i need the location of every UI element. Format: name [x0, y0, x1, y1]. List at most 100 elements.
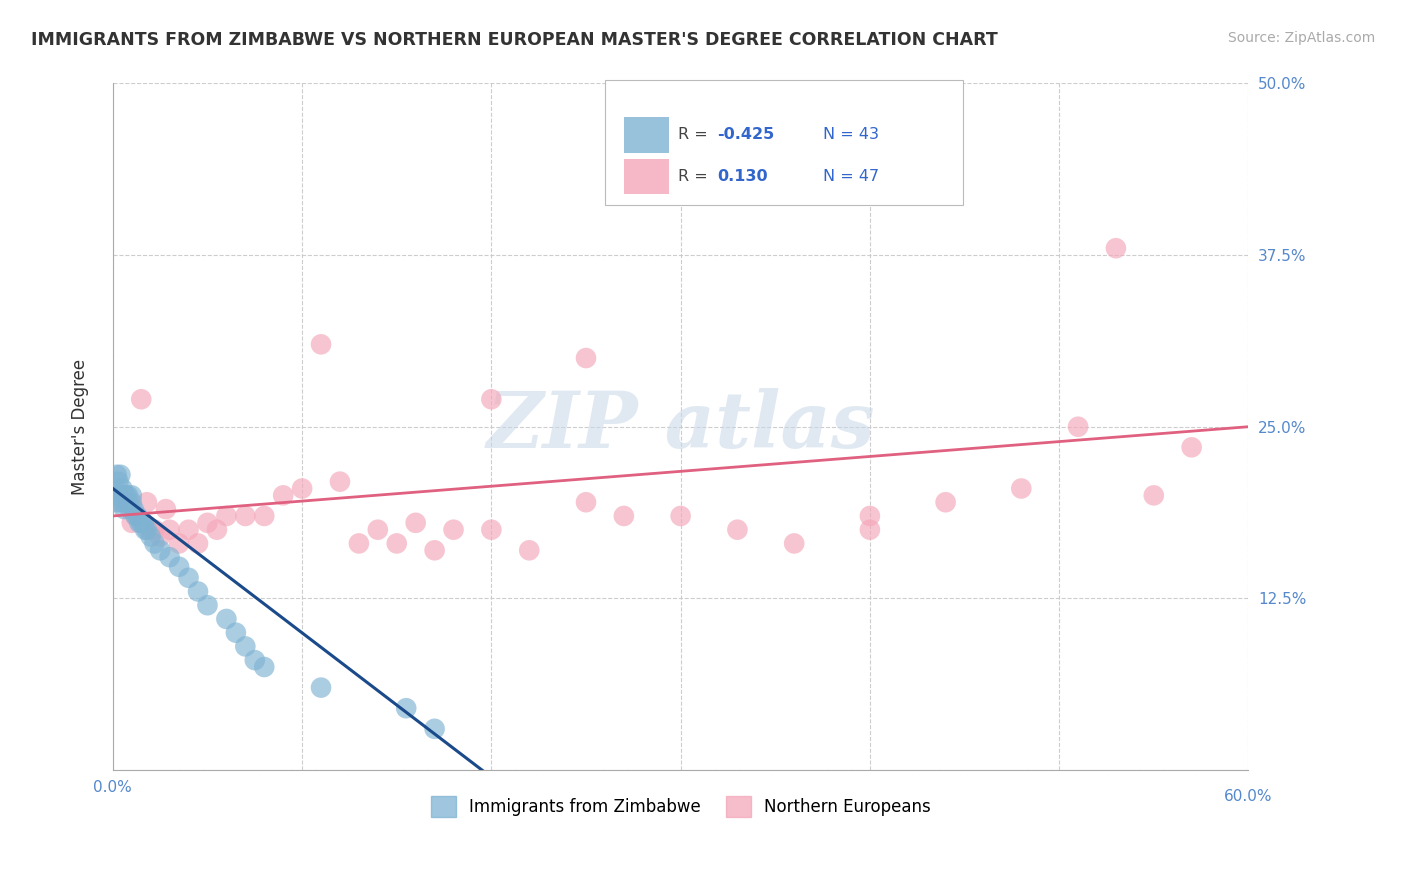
Point — [197, 516, 219, 530]
Point — [405, 516, 427, 530]
Point — [783, 536, 806, 550]
Point — [1067, 419, 1090, 434]
Point — [112, 488, 135, 502]
Point — [187, 536, 209, 550]
Point — [859, 523, 882, 537]
Point — [575, 351, 598, 365]
Point — [197, 599, 219, 613]
Point — [121, 488, 143, 502]
Point — [121, 495, 143, 509]
Text: N = 43: N = 43 — [823, 128, 879, 143]
Point — [155, 502, 177, 516]
Point — [423, 722, 446, 736]
Point — [107, 488, 129, 502]
Point — [395, 701, 418, 715]
Point — [479, 523, 502, 537]
Point — [725, 523, 748, 537]
Point — [177, 571, 200, 585]
Point — [669, 508, 692, 523]
Point — [105, 467, 128, 482]
Point — [127, 508, 149, 523]
Point — [112, 502, 135, 516]
Text: -0.425: -0.425 — [717, 128, 775, 143]
Point — [149, 530, 172, 544]
Point — [367, 523, 389, 537]
Y-axis label: Master's Degree: Master's Degree — [72, 359, 89, 495]
Point — [517, 543, 540, 558]
Point — [128, 516, 150, 530]
Point — [111, 495, 134, 509]
Point — [253, 508, 276, 523]
Point — [1010, 482, 1032, 496]
Point — [423, 543, 446, 558]
Legend: Immigrants from Zimbabwe, Northern Europeans: Immigrants from Zimbabwe, Northern Europ… — [423, 789, 938, 823]
Point — [139, 523, 162, 537]
Text: 60.0%: 60.0% — [1225, 789, 1272, 805]
Point — [115, 495, 138, 509]
Point — [177, 523, 200, 537]
Point — [215, 508, 238, 523]
Point — [121, 516, 143, 530]
Point — [159, 550, 181, 565]
Text: IMMIGRANTS FROM ZIMBABWE VS NORTHERN EUROPEAN MASTER'S DEGREE CORRELATION CHART: IMMIGRANTS FROM ZIMBABWE VS NORTHERN EUR… — [31, 31, 998, 49]
Point — [115, 488, 138, 502]
Text: R =: R = — [678, 128, 713, 143]
Point — [225, 625, 247, 640]
Point — [112, 488, 135, 502]
Point — [129, 392, 152, 407]
Point — [129, 516, 152, 530]
Point — [479, 392, 502, 407]
Point — [309, 337, 332, 351]
Point — [122, 502, 145, 516]
Point — [134, 523, 156, 537]
Point — [159, 523, 181, 537]
Point — [149, 543, 172, 558]
Text: 0.130: 0.130 — [717, 169, 768, 184]
Point — [935, 495, 957, 509]
Point — [117, 488, 139, 502]
Point — [1105, 241, 1128, 255]
Point — [118, 502, 141, 516]
Point — [107, 495, 129, 509]
Point — [117, 495, 139, 509]
Point — [143, 536, 166, 550]
Point — [347, 536, 370, 550]
Point — [271, 488, 294, 502]
Point — [253, 660, 276, 674]
Point — [135, 495, 157, 509]
Point — [117, 495, 139, 509]
Text: Source: ZipAtlas.com: Source: ZipAtlas.com — [1227, 31, 1375, 45]
Point — [167, 536, 190, 550]
Point — [1143, 488, 1166, 502]
Point — [132, 516, 155, 530]
Point — [205, 523, 228, 537]
Point — [143, 523, 166, 537]
Text: N = 47: N = 47 — [823, 169, 879, 184]
Text: ZIP atlas: ZIP atlas — [486, 389, 875, 465]
Point — [329, 475, 352, 489]
Point — [111, 482, 134, 496]
Point — [107, 475, 129, 489]
Point — [233, 508, 256, 523]
Text: R =: R = — [678, 169, 717, 184]
Point — [291, 482, 314, 496]
Point — [111, 488, 134, 502]
Point — [124, 508, 146, 523]
Point — [859, 508, 882, 523]
Point — [124, 508, 146, 523]
Point — [233, 640, 256, 654]
Point — [385, 536, 408, 550]
Point — [139, 530, 162, 544]
Point — [575, 495, 598, 509]
Point — [215, 612, 238, 626]
Point — [135, 523, 157, 537]
Point — [243, 653, 266, 667]
Point — [105, 495, 128, 509]
Point — [110, 467, 132, 482]
Point — [187, 584, 209, 599]
Point — [167, 559, 190, 574]
Point — [613, 508, 636, 523]
Point — [443, 523, 465, 537]
Point — [309, 681, 332, 695]
Point — [110, 488, 132, 502]
